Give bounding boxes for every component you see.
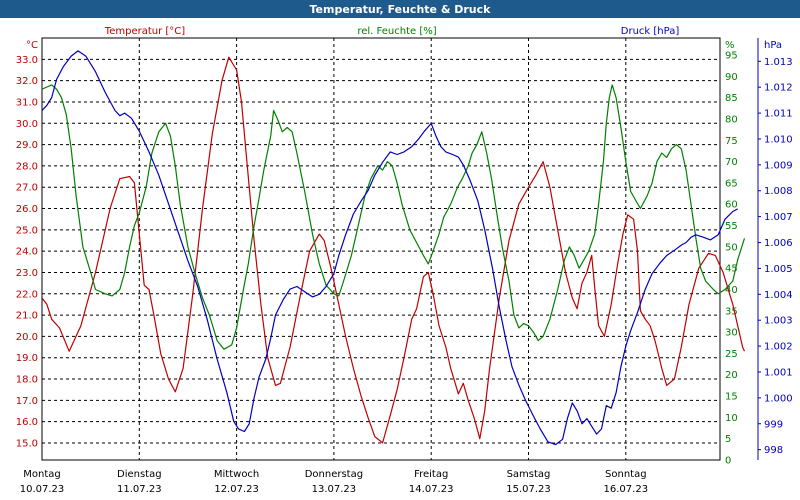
day-date-label: 12.07.23 [214, 484, 259, 495]
day-date-label: 11.07.23 [117, 484, 162, 495]
pressure-tick-label: 1.013 [764, 57, 793, 68]
humidity-tick-label: 40 [725, 285, 738, 296]
pressure-series-label: Druck [hPa] [621, 26, 680, 37]
pressure-tick-label: 1.008 [764, 186, 793, 197]
humidity-axis-unit: % [725, 40, 735, 51]
temperature-tick-label: 31.0 [16, 97, 38, 108]
humidity-tick-label: 85 [725, 93, 738, 104]
pressure-tick-label: 999 [764, 419, 783, 430]
temperature-tick-label: 15.0 [16, 438, 38, 449]
pressure-tick-label: 1.003 [764, 316, 793, 327]
temperature-series-label: Temperatur [°C] [104, 26, 185, 37]
humidity-tick-label: 25 [725, 349, 738, 360]
temperature-tick-label: 16.0 [16, 417, 38, 428]
pressure-tick-label: 998 [764, 445, 783, 456]
humidity-tick-label: 95 [725, 51, 738, 62]
axis-ticks: 15.0 16.0 17.0 18.0 19.0 20.0 21.0 22.0 23.0 24.0… [16, 38, 793, 467]
pressure-tick-label: 1.009 [764, 160, 793, 171]
title-bar [0, 0, 800, 18]
humidity-tick-label: 55 [725, 221, 738, 232]
pressure-tick-label: 1.004 [764, 290, 793, 301]
pressure-tick-label: 1.001 [764, 367, 793, 378]
humidity-tick-label: 20 [725, 370, 738, 381]
humidity-tick-label: 60 [725, 200, 738, 211]
humidity-tick-label: 65 [725, 178, 738, 189]
day-name-label: Freitag [414, 469, 448, 480]
humidity-tick-label: 70 [725, 157, 738, 168]
humidity-tick-label: 50 [725, 242, 738, 253]
temperature-axis-unit: °C [26, 40, 38, 51]
pressure-tick-label: 1.006 [764, 238, 793, 249]
temperature-tick-label: 26.0 [16, 204, 38, 215]
series-lines [41, 50, 746, 446]
humidity-tick-label: 80 [725, 114, 738, 125]
temperature-tick-label: 20.0 [16, 332, 38, 343]
temperature-tick-label: 25.0 [16, 225, 38, 236]
temperature-tick-label: 17.0 [16, 396, 38, 407]
pressure-tick-label: 1.012 [764, 83, 793, 94]
temperature-tick-label: 21.0 [16, 311, 38, 322]
pressure-axis-unit: hPa [764, 40, 782, 51]
temperature-tick-label: 30.0 [16, 119, 38, 130]
day-date-label: 15.07.23 [506, 484, 551, 495]
day-date-label: 10.07.23 [20, 484, 65, 495]
temperature-tick-label: 28.0 [16, 161, 38, 172]
humidity-line [41, 84, 746, 350]
humidity-series-label: rel. Feuchte [%] [357, 26, 436, 37]
temperature-tick-label: 33.0 [16, 55, 38, 66]
temperature-tick-label: 22.0 [16, 289, 38, 300]
humidity-tick-label: 10 [725, 413, 738, 424]
pressure-tick-label: 1.005 [764, 264, 793, 275]
humidity-tick-label: 45 [725, 264, 738, 275]
humidity-tick-label: 0 [725, 456, 731, 467]
pressure-line [41, 50, 738, 446]
day-name-label: Sonntag [605, 469, 647, 480]
humidity-tick-label: 15 [725, 392, 738, 403]
day-date-label: 13.07.23 [312, 484, 357, 495]
day-name-label: Donnerstag [305, 469, 363, 480]
humidity-tick-label: 35 [725, 306, 738, 317]
day-date-label: 14.07.23 [409, 484, 454, 495]
pressure-tick-label: 1.007 [764, 212, 793, 223]
pressure-tick-label: 1.010 [764, 134, 793, 145]
chart-title: Temperatur, Feuchte & Druck [310, 3, 492, 16]
temperature-tick-label: 23.0 [16, 268, 38, 279]
pressure-tick-label: 1.002 [764, 342, 793, 353]
temperature-tick-label: 32.0 [16, 76, 38, 87]
pressure-tick-label: 1.000 [764, 393, 793, 404]
temperature-tick-label: 29.0 [16, 140, 38, 151]
day-name-label: Montag [23, 469, 60, 480]
temperature-tick-label: 18.0 [16, 375, 38, 386]
temperature-tick-label: 19.0 [16, 353, 38, 364]
day-name-label: Dienstag [117, 469, 162, 480]
humidity-tick-label: 90 [725, 72, 738, 83]
temperature-line [41, 56, 746, 444]
plot-area [41, 37, 721, 461]
day-name-label: Samstag [507, 469, 551, 480]
day-name-label: Mittwoch [214, 469, 259, 480]
humidity-tick-label: 5 [725, 434, 731, 445]
humidity-tick-label: 30 [725, 328, 738, 339]
pressure-tick-label: 1.011 [764, 109, 793, 120]
temperature-tick-label: 24.0 [16, 247, 38, 258]
day-labels: Montag 10.07.23 Dienstag 11.07.23 Mittwoch 12… [20, 469, 648, 495]
temperature-tick-label: 27.0 [16, 183, 38, 194]
day-date-label: 16.07.23 [604, 484, 649, 495]
humidity-tick-label: 75 [725, 136, 738, 147]
